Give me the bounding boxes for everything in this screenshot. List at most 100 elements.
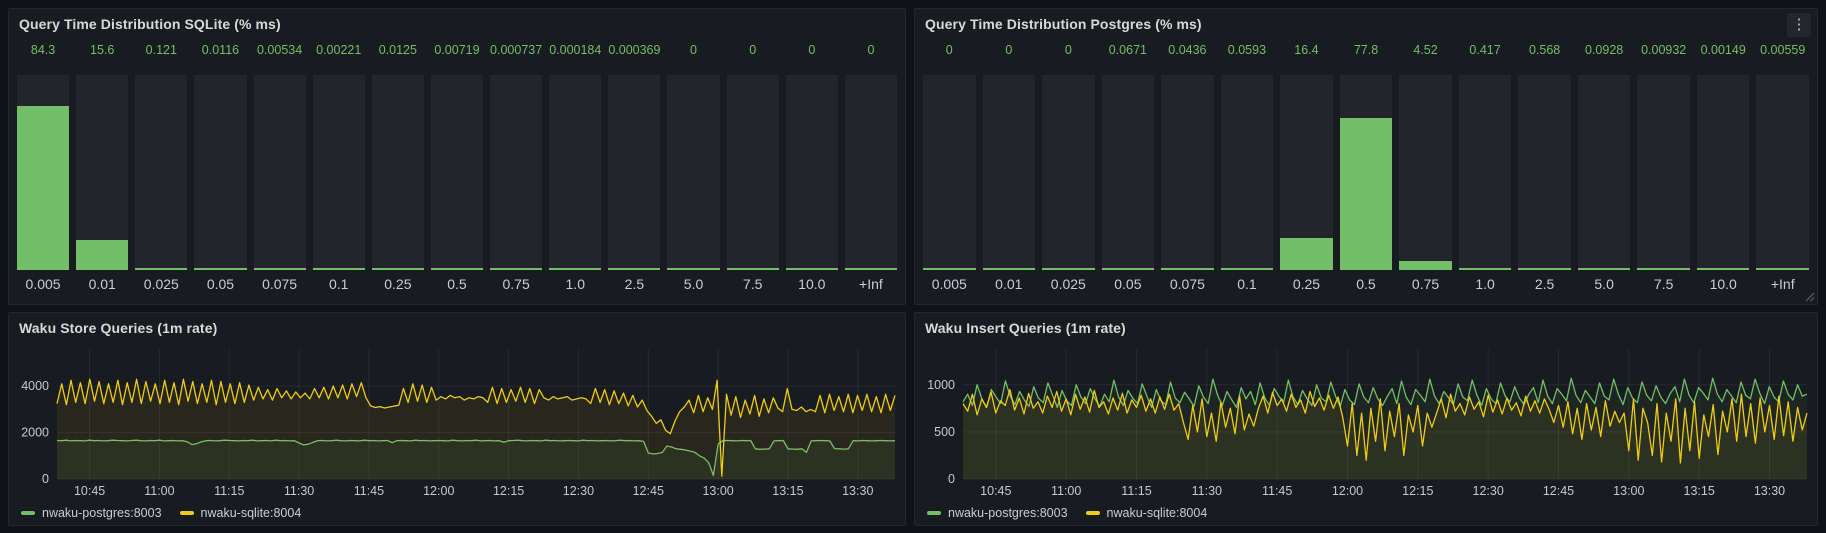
histogram-bucket-labels: 0.005 0.01 0.025 0.05 0.075 0.1 0.25 0.5 0.75 1.0…: [915, 270, 1817, 298]
panel-title[interactable]: Waku Insert Queries (1m rate): [925, 320, 1126, 336]
bar-value-label: 0: [945, 43, 953, 57]
histogram-bar-fill: [135, 268, 188, 270]
histogram-bar-fill: [1756, 268, 1809, 270]
legend-item-postgres[interactable]: nwaku-postgres:8003: [927, 506, 1068, 520]
panel-waku-store-queries: Waku Store Queries (1m rate) 0 2000 4000 10…: [8, 312, 906, 526]
legend-swatch-green: [927, 511, 941, 515]
histogram-bar: [726, 75, 779, 270]
panel-title[interactable]: Waku Store Queries (1m rate): [19, 320, 218, 336]
histogram-bar-fill: [844, 268, 897, 270]
bucket-label: 0.75: [1411, 276, 1440, 292]
bucket-label: 0.75: [502, 276, 530, 292]
histogram-bar: [430, 75, 484, 270]
x-axis-tick-label: 12:30: [563, 484, 594, 498]
histogram-bar: [371, 75, 424, 270]
histogram-bar: [76, 75, 129, 270]
bucket-label: 0.005: [25, 276, 61, 292]
x-axis-tick-label: 11:30: [1192, 484, 1222, 498]
histogram-bars: [915, 75, 1817, 270]
bucket-label: 7.5: [742, 276, 763, 292]
x-axis-tick-label: 13:30: [1754, 484, 1785, 498]
store-queries-graph[interactable]: 0 2000 4000 10:45 11:00 11:15 11:30 11:45 12:00 1…: [9, 343, 905, 501]
panel-menu-kebab-icon[interactable]: ⋮: [1787, 13, 1811, 37]
histogram-bar-fill: [726, 268, 779, 270]
histogram-bar: [312, 75, 365, 270]
panel-query-time-postgres: Query Time Distribution Postgres (% ms) …: [914, 8, 1818, 305]
y-axis-tick-label: 2000: [21, 426, 49, 440]
series-fill: [963, 378, 1807, 479]
histogram-bar-fill: [1696, 268, 1750, 270]
timeseries-plot-area[interactable]: 0 500 1000 10:45 11:00 11:15 11:30 11:45 12:00 12…: [915, 343, 1817, 501]
panel-title[interactable]: Query Time Distribution Postgres (% ms): [925, 16, 1202, 32]
panel-header: Waku Store Queries (1m rate): [9, 313, 905, 343]
histogram-bar-fill: [1042, 268, 1095, 270]
histogram-bar: [1458, 75, 1512, 270]
bar-value-label: 16.4: [1294, 43, 1319, 57]
panel-header: Waku Insert Queries (1m rate): [915, 313, 1817, 343]
bar-value-label: 0.0436: [1168, 43, 1207, 57]
x-axis-tick-label: 12:15: [1402, 484, 1433, 498]
histogram-bar: [1161, 75, 1214, 270]
series-line: [56, 439, 896, 477]
series-fill: [57, 379, 895, 479]
bar-value-label: 0.0125: [378, 43, 417, 57]
bucket-label: 0.01: [88, 276, 116, 292]
bar-value-label: 0.00559: [1760, 43, 1806, 57]
bucket-label: 0.025: [1050, 276, 1086, 292]
x-axis-tick-label: 13:15: [1684, 484, 1715, 498]
panel-resize-handle-icon[interactable]: [1805, 292, 1815, 302]
legend-item-sqlite[interactable]: nwaku-sqlite:8004: [1085, 506, 1207, 520]
histogram-bars: [9, 75, 905, 270]
bar-value-label: 0.000369: [608, 43, 661, 57]
histogram-bar: [194, 75, 247, 270]
bucket-label: 0.25: [384, 276, 412, 292]
timeseries-plot-area[interactable]: 0 2000 4000 10:45 11:00 11:15 11:30 11:45 12:00 1…: [9, 343, 905, 501]
histogram-bar-fill: [371, 268, 424, 270]
series-line: [962, 388, 1808, 464]
bucket-label: 5.0: [1594, 276, 1614, 292]
histogram-bar: [1577, 75, 1631, 270]
y-axis-tick-label: 0: [42, 472, 49, 486]
bucket-label: 0.075: [262, 276, 298, 292]
legend-label: nwaku-postgres:8003: [948, 506, 1068, 520]
histogram-bar: [253, 75, 306, 270]
bar-value-label: 0.00719: [434, 43, 480, 57]
x-axis-tick-label: 13:15: [772, 484, 803, 498]
histogram-bar-fill: [608, 268, 661, 270]
y-axis-tick-label: 500: [934, 425, 955, 439]
histogram-bar-fill: [1220, 268, 1274, 270]
bar-value-label: 84.3: [30, 43, 56, 57]
bar-value-label: 0.00534: [256, 43, 303, 57]
x-axis-tick-label: 11:15: [214, 484, 244, 498]
bucket-label: 7.5: [1653, 276, 1674, 292]
x-axis-tick-label: 13:00: [1613, 484, 1644, 498]
x-axis-tick-label: 12:00: [423, 484, 454, 498]
y-axis-tick-label: 0: [948, 472, 955, 486]
histogram-bar-fill: [1577, 268, 1631, 270]
histogram-bar: [1696, 75, 1750, 270]
panel-header: Query Time Distribution Postgres (% ms) …: [915, 9, 1817, 39]
legend-item-postgres[interactable]: nwaku-postgres:8003: [21, 506, 162, 520]
insert-queries-graph[interactable]: 0 500 1000 10:45 11:00 11:15 11:30 11:45 12:00 12…: [915, 343, 1817, 501]
legend-swatch-yellow: [179, 511, 194, 515]
x-axis-tick-label: 11:45: [1262, 484, 1292, 498]
x-axis-tick-label: 11:15: [1121, 484, 1151, 498]
bucket-label: 10.0: [798, 276, 826, 292]
bar-value-label: 0.0671: [1108, 43, 1147, 57]
panel-title[interactable]: Query Time Distribution SQLite (% ms): [19, 16, 281, 32]
histogram-bar-fill: [76, 239, 129, 270]
histogram-bar-fill: [194, 268, 247, 270]
series-line: [962, 377, 1808, 409]
histogram-bar-fill: [490, 268, 543, 270]
x-axis-tick-label: 11:30: [284, 484, 314, 498]
bar-value-label: 77.8: [1353, 43, 1379, 57]
histogram-value-row: 84.3 15.6 0.121 0.0116 0.00534 0.00221 0.0125 0…: [9, 39, 905, 61]
legend-item-sqlite[interactable]: nwaku-sqlite:8004: [179, 506, 301, 520]
bucket-label: 0.025: [143, 276, 179, 292]
histogram-bar-fill: [1280, 238, 1333, 270]
bucket-label: 0.05: [206, 276, 235, 292]
bucket-label: 0.005: [931, 276, 967, 292]
bar-value-label: 0.0928: [1585, 43, 1624, 57]
histogram-bar-fill: [253, 268, 306, 270]
bucket-label: 0.05: [1114, 276, 1142, 292]
